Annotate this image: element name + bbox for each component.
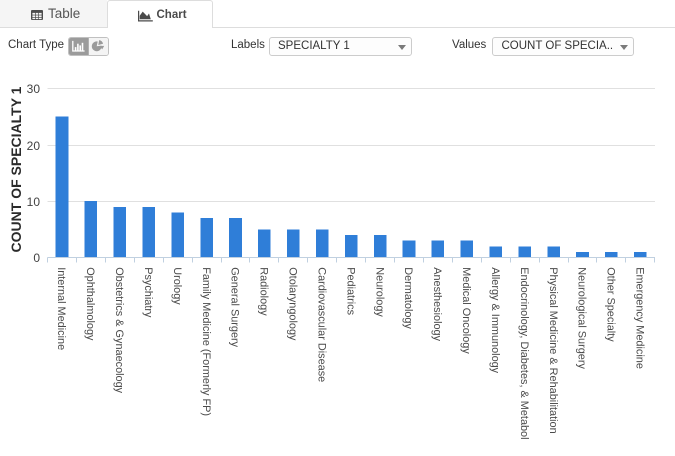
svg-text:30: 30 [27, 82, 41, 96]
svg-text:10: 10 [27, 195, 41, 209]
svg-text:COUNT OF SPECIALTY 1: COUNT OF SPECIALTY 1 [8, 86, 24, 252]
svg-text:Neurological Surgery: Neurological Surgery [576, 267, 588, 369]
svg-text:Physical Medicine & Rehabilita: Physical Medicine & Rehabilitation [547, 267, 559, 433]
svg-text:Medical Oncology: Medical Oncology [460, 267, 472, 354]
svg-text:Allergy & Immunology: Allergy & Immunology [489, 267, 501, 373]
svg-text:Internal Medicine: Internal Medicine [55, 267, 67, 350]
svg-text:Pediatrics: Pediatrics [344, 267, 356, 315]
svg-text:Ophthalmology: Ophthalmology [84, 267, 96, 341]
svg-text:Cardiovascular Disease: Cardiovascular Disease [315, 267, 327, 382]
svg-text:0: 0 [33, 251, 40, 265]
svg-text:Obstetrics & Gynaecology: Obstetrics & Gynaecology [113, 267, 125, 393]
svg-text:Neurology: Neurology [373, 267, 385, 317]
svg-text:General Surgery: General Surgery [229, 267, 241, 347]
svg-text:20: 20 [27, 139, 41, 153]
svg-text:Psychiatry: Psychiatry [142, 267, 154, 318]
svg-text:Anesthesiology: Anesthesiology [431, 267, 443, 341]
svg-text:Emergency Medicine: Emergency Medicine [634, 267, 646, 369]
svg-text:Radiology: Radiology [258, 267, 270, 316]
svg-text:Dermatology: Dermatology [402, 267, 414, 329]
svg-text:Otolaryngology: Otolaryngology [287, 267, 299, 341]
svg-text:Urology: Urology [171, 267, 183, 305]
svg-text:Family Medicine (Formerly FP): Family Medicine (Formerly FP) [200, 267, 212, 416]
svg-text:Endocrinology, Diabetes, & Met: Endocrinology, Diabetes, & Metabol [518, 267, 530, 439]
svg-text:Other Specialty: Other Specialty [605, 267, 617, 342]
